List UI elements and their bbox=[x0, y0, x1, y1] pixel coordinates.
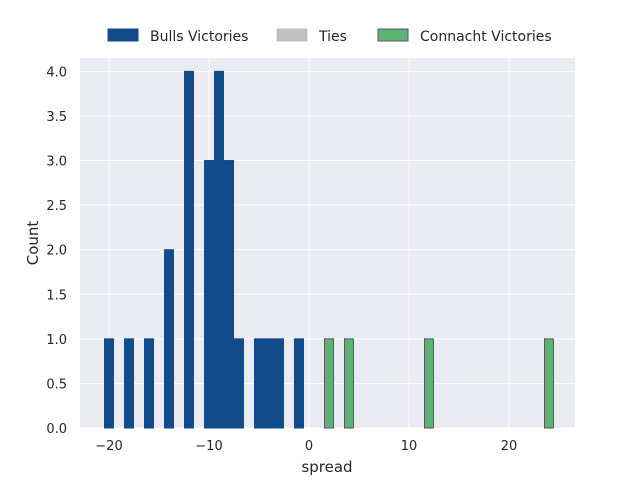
bar bbox=[224, 160, 234, 429]
legend-swatch bbox=[276, 28, 308, 42]
x-tick-label: 20 bbox=[501, 439, 518, 454]
bar bbox=[264, 338, 274, 429]
legend-swatch bbox=[107, 28, 139, 42]
bar bbox=[124, 338, 134, 429]
bar bbox=[344, 338, 354, 429]
bar bbox=[204, 160, 214, 429]
bar bbox=[424, 338, 434, 429]
grid bbox=[80, 58, 575, 429]
x-axis-label: spread bbox=[301, 458, 352, 476]
y-tick-label: 3.0 bbox=[46, 155, 67, 170]
bar bbox=[144, 338, 154, 429]
y-tick-label: 1.0 bbox=[46, 333, 67, 348]
y-tick-label: 1.5 bbox=[46, 288, 67, 303]
bar bbox=[234, 338, 244, 429]
y-tick-label: 0.5 bbox=[46, 377, 67, 392]
bar bbox=[214, 70, 224, 429]
bar bbox=[274, 338, 284, 429]
x-tick-label: −10 bbox=[195, 439, 222, 454]
x-tick-label: −20 bbox=[95, 439, 122, 454]
bar bbox=[104, 338, 114, 429]
y-axis-label: Count bbox=[24, 221, 42, 266]
legend-label: Bulls Victories bbox=[150, 29, 248, 45]
legend-label: Connacht Victories bbox=[420, 29, 552, 45]
bar bbox=[254, 338, 264, 429]
bar bbox=[294, 338, 304, 429]
y-tick-label: 2.0 bbox=[46, 244, 67, 259]
bar bbox=[324, 338, 334, 429]
y-tick-label: 4.0 bbox=[46, 65, 67, 80]
tick-labels: −20 −10 0 10 20 0.0 0.5 1.0 1.5 2.0 2.5 3.0 3.5 4.0 bbox=[46, 65, 517, 454]
y-tick-label: 3.5 bbox=[46, 110, 67, 125]
legend: Bulls Victories Ties Connacht Victories bbox=[107, 28, 552, 45]
bars bbox=[104, 70, 554, 429]
x-tick-label: 0 bbox=[305, 439, 313, 454]
bar bbox=[164, 249, 174, 429]
x-tick-label: 10 bbox=[401, 439, 418, 454]
legend-label: Ties bbox=[318, 29, 347, 45]
bar bbox=[544, 338, 554, 429]
bar bbox=[184, 70, 194, 429]
y-tick-label: 0.0 bbox=[46, 422, 67, 437]
y-tick-label: 2.5 bbox=[46, 199, 67, 214]
legend-swatch bbox=[377, 28, 409, 42]
